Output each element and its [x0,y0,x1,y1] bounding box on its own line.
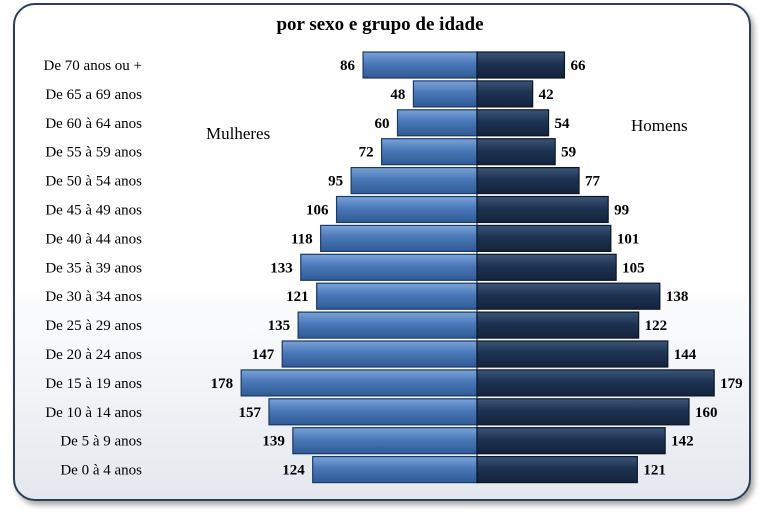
data-label-men: 105 [622,260,645,276]
bar-women [320,224,478,252]
bar-women [300,253,478,281]
data-label-women: 121 [286,289,309,305]
data-label-women: 106 [306,203,329,219]
bar-men [476,427,666,455]
data-label-men: 138 [666,289,689,305]
data-label-men: 54 [555,116,571,132]
data-label-women: 133 [270,260,293,276]
data-label-men: 101 [617,231,640,247]
data-label-men: 142 [671,434,694,450]
category-label: De 0 à 4 anos [60,463,142,479]
category-label: De 60 à 64 anos [45,116,142,132]
data-label-men: 77 [585,174,601,190]
legend-label-men: Homens [631,116,688,135]
bar-men [476,340,669,368]
bar-women [312,456,478,484]
data-label-men: 179 [720,376,743,392]
category-label: De 25 à 29 anos [45,318,142,334]
category-label: De 40 à 44 anos [45,231,142,247]
bar-men [476,253,617,281]
bar-women [316,282,478,310]
bar-men [476,109,550,137]
data-label-women: 124 [282,463,305,479]
category-label: De 20 à 24 anos [45,347,142,363]
bar-men [476,138,556,166]
bar-men [476,398,690,426]
data-label-men: 66 [570,58,586,74]
data-label-women: 178 [211,376,234,392]
category-label: De 70 anos ou + [44,58,142,74]
data-label-women: 135 [268,318,291,334]
data-label-women: 118 [291,231,313,247]
bar-women [240,369,478,397]
data-label-women: 95 [328,174,343,190]
data-label-men: 144 [674,347,697,363]
data-label-women: 157 [238,405,261,421]
data-label-men: 42 [539,87,554,103]
data-label-men: 99 [614,203,629,219]
bar-men [476,167,580,195]
data-label-women: 72 [359,145,374,161]
category-label: De 45 à 49 anos [45,203,142,219]
legend-label-women: Mulheres [206,124,271,143]
data-label-men: 160 [695,405,718,421]
category-label: De 15 à 19 anos [45,376,142,392]
bar-men [476,224,612,252]
bar-women [292,427,478,455]
bar-women [268,398,478,426]
bar-women [412,80,478,108]
category-label: De 55 à 59 anos [45,145,142,161]
data-label-men: 121 [643,463,666,479]
data-label-women: 147 [252,347,275,363]
category-label: De 5 à 9 anos [60,434,142,450]
data-label-women: 86 [340,58,356,74]
category-label: De 65 a 69 anos [45,87,142,103]
bar-men [476,369,715,397]
data-label-women: 139 [262,434,285,450]
data-label-women: 60 [375,116,390,132]
category-label: De 10 à 14 anos [45,405,142,421]
bar-women [381,138,478,166]
bar-men [476,282,661,310]
bar-men [476,195,609,224]
bar-men [476,311,640,339]
bar-women [297,311,478,339]
bar-men [476,80,534,108]
bar-men [476,51,566,79]
data-label-men: 122 [645,318,668,334]
category-label: De 50 à 54 anos [45,174,142,190]
data-label-women: 48 [390,87,405,103]
bar-men [476,456,638,484]
category-label: De 35 à 39 anos [45,260,142,276]
category-label: De 30 à 34 anos [45,289,142,305]
data-label-men: 59 [561,145,576,161]
bar-women [281,340,478,368]
bar-women [350,167,478,195]
bar-women [362,51,478,79]
chart-title: por sexo e grupo de idade [276,14,484,35]
bar-women [396,109,478,137]
bar-women [335,195,478,224]
